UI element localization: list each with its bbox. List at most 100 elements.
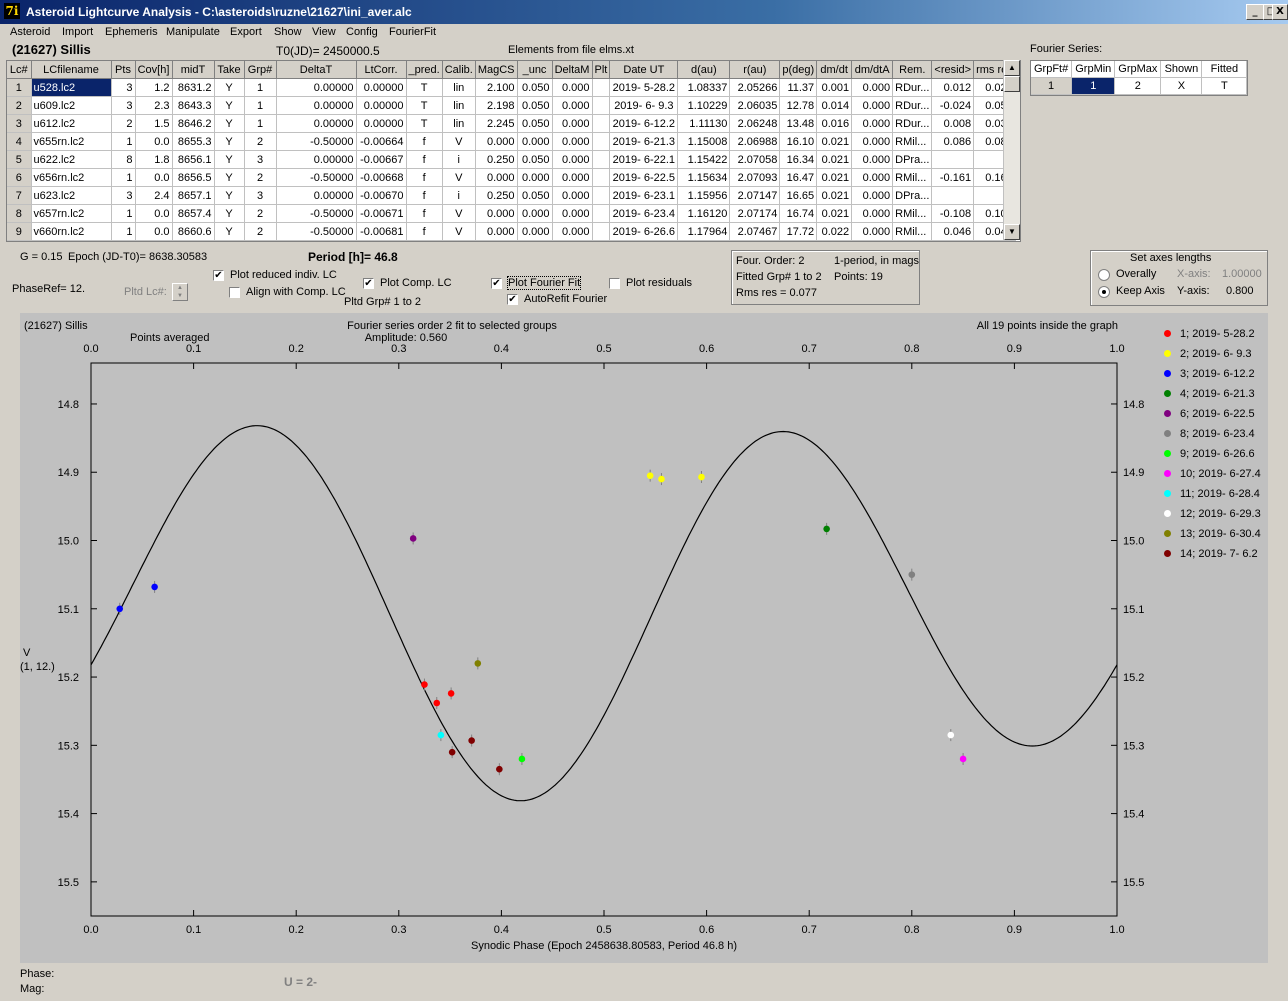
table-row[interactable]: 4 v655rn.lc2 1 0.0 8655.3 Y 2 -0.50000 -0.00664 f… (7, 132, 1016, 151)
grid-cell[interactable]: i (442, 150, 476, 169)
grid-cell[interactable]: 2 (244, 132, 277, 151)
menu-config[interactable]: Config (346, 26, 378, 38)
plot-reduced-checkbox[interactable]: ✔ (213, 270, 224, 281)
grid-cell[interactable]: 0.250 (475, 150, 518, 169)
grid-cell[interactable]: 1.08337 (677, 78, 731, 97)
grid-cell[interactable]: u612.lc2 (31, 114, 112, 133)
grid-cell[interactable] (592, 168, 611, 187)
grid-cell[interactable]: 0.000 (517, 222, 553, 241)
grid-cell[interactable]: 1 (111, 132, 136, 151)
grid-cell[interactable]: Y (214, 96, 245, 115)
grid-cell[interactable]: 0.001 (816, 78, 853, 97)
grid-cell[interactable]: 0.000 (851, 168, 894, 187)
keep-axis-radio[interactable] (1098, 286, 1110, 298)
grid-cell[interactable]: 17.72 (779, 222, 818, 241)
grid-cell[interactable]: 0.00000 (276, 114, 357, 133)
grid-cell[interactable]: 11.37 (779, 78, 818, 97)
grid-cell[interactable] (592, 114, 611, 133)
grid-cell[interactable] (592, 78, 611, 97)
grid-cell[interactable]: V (442, 168, 476, 187)
grid-cell[interactable]: 16.34 (779, 150, 818, 169)
grid-cell[interactable]: -0.50000 (276, 168, 357, 187)
grid-col-header[interactable]: p(deg) (779, 61, 818, 79)
grid-cell[interactable]: 1.10229 (677, 96, 731, 115)
menu-manipulate[interactable]: Manipulate (166, 26, 220, 38)
menu-fourierfit[interactable]: FourierFit (389, 26, 437, 38)
grid-cell[interactable]: 2.07174 (729, 204, 781, 223)
grid-col-header[interactable]: Calib. (442, 61, 476, 79)
grid-cell[interactable]: 0.000 (552, 78, 593, 97)
grid-col-header[interactable]: Grp# (244, 61, 277, 79)
grid-cell[interactable]: 2.4 (135, 186, 173, 205)
grid-cell[interactable]: 0.000 (851, 132, 894, 151)
grid-cell[interactable]: 0.021 (816, 150, 853, 169)
grid-cell[interactable]: 0.000 (851, 186, 894, 205)
grid-cell[interactable]: -0.50000 (276, 222, 357, 241)
grid-cell[interactable]: 13.48 (779, 114, 818, 133)
grid-cell[interactable]: 0.050 (517, 114, 553, 133)
row-header[interactable]: 2 (7, 96, 32, 115)
grid-cell[interactable]: 0.000 (851, 204, 894, 223)
lightcurve-graph[interactable]: (21627) Sillis Points averaged Fourier s… (20, 313, 1268, 963)
row-header[interactable]: 5 (7, 150, 32, 169)
grid-cell[interactable]: 0.250 (475, 186, 518, 205)
grid-cell[interactable]: -0.108 (931, 204, 975, 223)
row-header[interactable]: 1 (7, 78, 32, 97)
grid-cell[interactable]: -0.00670 (356, 186, 407, 205)
grid-cell[interactable]: 8643.3 (172, 96, 215, 115)
grid-cell[interactable]: -0.00671 (356, 204, 407, 223)
grid-cell[interactable]: Y (214, 204, 245, 223)
grid-cell[interactable]: 0.021 (816, 132, 853, 151)
grid-cell[interactable]: 8656.1 (172, 150, 215, 169)
grid-col-header[interactable]: dm/dtA (851, 61, 894, 79)
grid-cell[interactable]: 2 (244, 222, 277, 241)
plot-fourier-checkbox[interactable]: ✔ (491, 278, 502, 289)
grid-cell[interactable]: 8656.5 (172, 168, 215, 187)
grid-cell[interactable]: u528.lc2 (31, 78, 112, 97)
grid-cell[interactable]: 16.65 (779, 186, 818, 205)
grid-cell[interactable]: i (442, 186, 476, 205)
grid-cell[interactable]: 0.000 (552, 222, 593, 241)
fourier-grpmax-cell[interactable]: 2 (1114, 77, 1162, 95)
grid-cell[interactable]: -0.00668 (356, 168, 407, 187)
grid-cell[interactable]: V (442, 132, 476, 151)
grid-cell[interactable] (931, 186, 975, 205)
grid-cell[interactable]: 0.000 (552, 186, 593, 205)
table-row[interactable]: 7 u623.lc2 3 2.4 8657.1 Y 3 0.00000 -0.00670 f i 0.… (7, 186, 1016, 205)
grid-cell[interactable]: f (406, 204, 443, 223)
grid-cell[interactable]: 0.000 (552, 150, 593, 169)
grid-cell[interactable]: 0.00000 (276, 96, 357, 115)
grid-col-header[interactable]: LtCorr. (356, 61, 407, 79)
grid-cell[interactable]: f (406, 168, 443, 187)
grid-cell[interactable]: DPra... (892, 186, 933, 205)
grid-col-header[interactable]: _unc (517, 61, 553, 79)
row-header[interactable]: 9 (7, 222, 32, 241)
lightcurve-grid[interactable]: Lc# LCfilename Pts Cov[h] midT Take Grp# DeltaT… (6, 60, 1021, 242)
grid-cell[interactable]: V (442, 204, 476, 223)
grid-cell[interactable]: v655rn.lc2 (31, 132, 112, 151)
fourier-series-table[interactable]: GrpFt# GrpMin GrpMax Shown Fitted 1 1 2 … (1030, 60, 1249, 96)
table-row[interactable]: 6 v656rn.lc2 1 0.0 8656.5 Y 2 -0.50000 -0.00668 f… (7, 168, 1016, 187)
grid-cell[interactable]: 2019- 6- 9.3 (609, 96, 679, 115)
fourier-shown-cell[interactable]: X (1160, 77, 1203, 95)
grid-cell[interactable]: 2019- 6-23.1 (609, 186, 679, 205)
grid-cell[interactable]: 2.3 (135, 96, 173, 115)
grid-cell[interactable]: -0.00667 (356, 150, 407, 169)
grid-cell[interactable]: 1.15956 (677, 186, 731, 205)
grid-cell[interactable]: 0.008 (931, 114, 975, 133)
grid-cell[interactable]: u622.lc2 (31, 150, 112, 169)
grid-cell[interactable]: 0.000 (851, 150, 894, 169)
grid-cell[interactable]: RMil... (892, 168, 933, 187)
grid-cell[interactable]: u623.lc2 (31, 186, 112, 205)
grid-cell[interactable]: v656rn.lc2 (31, 168, 112, 187)
grid-cell[interactable]: 0.022 (816, 222, 853, 241)
grid-col-header[interactable]: Take (214, 61, 245, 79)
grid-cell[interactable]: 0.000 (552, 114, 593, 133)
grid-cell[interactable]: 0.0 (135, 204, 173, 223)
grid-col-header[interactable]: dm/dt (816, 61, 853, 79)
grid-cell[interactable]: 1 (111, 222, 136, 241)
grid-cell[interactable]: 2 (244, 204, 277, 223)
grid-cell[interactable]: 2019- 6-22.5 (609, 168, 679, 187)
